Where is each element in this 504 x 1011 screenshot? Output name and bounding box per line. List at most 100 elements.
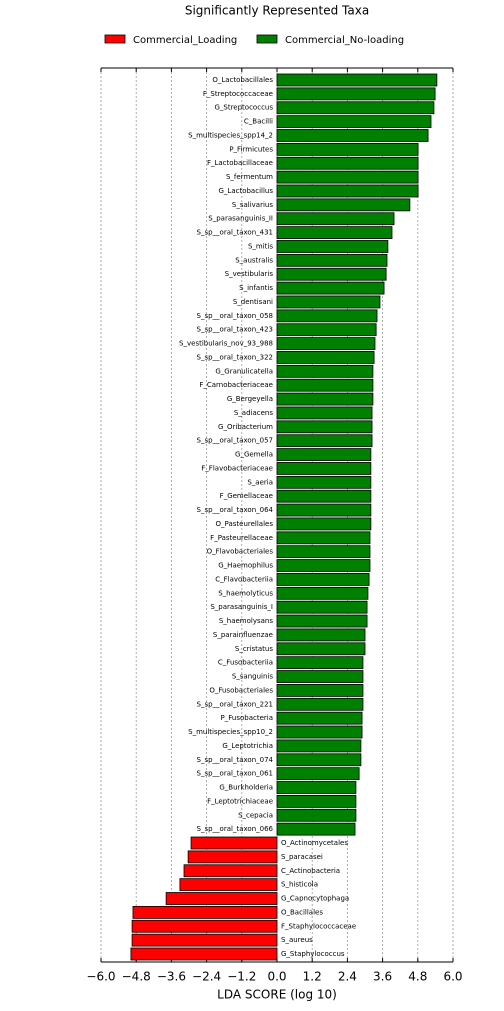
category-label: O_Pasteurellales <box>216 520 274 528</box>
bar <box>276 684 364 697</box>
category-label: S_multispecies_spp14_2 <box>188 131 273 139</box>
bar <box>276 559 371 572</box>
category-label: S_aeria <box>247 478 273 486</box>
category-label: S_mitis <box>248 242 273 250</box>
bar <box>276 670 364 683</box>
bar <box>276 794 357 808</box>
bar <box>276 475 372 489</box>
x-tick-label: 1.2 <box>303 970 322 984</box>
bar <box>183 864 278 878</box>
bar <box>276 822 356 836</box>
category-label: F_Leptotrichiaceae <box>207 797 273 805</box>
x-tick-label: −6.0 <box>86 970 115 984</box>
bar <box>276 226 393 240</box>
bar <box>276 628 366 642</box>
bar <box>276 767 360 781</box>
category-label: C_Fusobacteriia <box>218 659 273 667</box>
category-label: S_sp__oral_taxon_074 <box>197 756 274 764</box>
category-label: G_Bergeyella <box>227 395 273 403</box>
category-label: P_Fusobacteria <box>221 714 273 722</box>
bar <box>276 198 411 212</box>
category-label: F_Carnobacteriaceae <box>199 381 273 389</box>
bar <box>276 281 385 295</box>
category-label: S_sp__oral_taxon_431 <box>197 229 273 237</box>
bar <box>179 878 278 892</box>
bar <box>132 905 278 919</box>
bar <box>276 378 374 392</box>
category-label: G_Streptococcus <box>214 104 273 112</box>
x-tick-label: −2.4 <box>192 970 221 984</box>
category-label: O_Actinomycetales <box>281 839 348 847</box>
bar <box>276 240 389 253</box>
legend-label: Commercial_No-loading <box>285 35 404 46</box>
category-label: G_Haemophilus <box>218 562 273 570</box>
category-label: S_aureus <box>281 936 313 944</box>
category-label: S_sp__oral_taxon_066 <box>197 825 274 833</box>
category-label: S_sanguinis <box>232 673 274 681</box>
category-label: S_cepacia <box>238 811 273 819</box>
category-label: C_Flavobacteriia <box>215 575 273 583</box>
bar <box>276 434 373 448</box>
category-label: G_Staphylococcus <box>281 950 345 958</box>
category-label: S_fermentum <box>226 173 273 181</box>
bar <box>276 184 419 198</box>
bar <box>276 364 374 378</box>
category-label: S_sp__oral_taxon_423 <box>197 326 273 334</box>
category-label: G_Capnocytophaga <box>281 895 349 903</box>
category-label: S_vestibularis_nov_93_988 <box>179 340 273 348</box>
category-label: S_australis <box>235 256 273 264</box>
bar <box>276 142 419 156</box>
bar <box>276 351 375 364</box>
bar <box>276 697 364 711</box>
category-label: S_multispecies_spp10_2 <box>188 728 273 736</box>
category-label: C_Bacilli <box>244 118 273 126</box>
legend-label: Commercial_Loading <box>133 35 237 46</box>
bar <box>276 531 371 545</box>
bar <box>276 101 435 115</box>
bar <box>276 392 374 406</box>
category-label: F_Pasteurellaceae <box>210 534 273 542</box>
bar <box>165 892 278 905</box>
category-label: O_Fusobacteriales <box>209 686 273 694</box>
bar <box>276 462 372 475</box>
bar <box>276 614 368 628</box>
category-label: F_Flavobacteriaceae <box>201 464 273 472</box>
category-label: G_Leptotrichia <box>222 742 273 750</box>
bar <box>276 517 372 531</box>
category-label: S_sp__oral_taxon_057 <box>197 437 273 445</box>
bar <box>276 295 381 309</box>
category-label: S_salivarius <box>232 201 273 209</box>
bar <box>276 309 378 323</box>
category-label: O_Flavobacteriales <box>207 548 274 556</box>
category-label: S_haemolysans <box>219 617 274 625</box>
bar <box>276 489 372 503</box>
category-label: S_parasanguinis_I <box>210 603 273 611</box>
x-tick-label: 0.0 <box>267 970 286 984</box>
category-label: S_paracasei <box>281 853 323 861</box>
bar <box>276 448 372 461</box>
bar <box>276 115 432 129</box>
bar <box>131 933 278 947</box>
x-tick-label: −1.2 <box>227 970 256 984</box>
bar <box>276 808 357 822</box>
category-label: S_sp__oral_taxon_221 <box>197 700 273 708</box>
category-label: S_parainfluenzae <box>213 631 273 639</box>
category-label: O_Lactobacillales <box>212 76 273 84</box>
category-label: G_Lactobacillus <box>219 187 274 195</box>
category-label: P_Firmicutes <box>229 145 273 153</box>
category-label: G_Oribacterium <box>218 423 273 431</box>
bar <box>276 781 357 794</box>
bar <box>276 753 362 767</box>
category-label: O_Bacillales <box>281 908 323 916</box>
bar <box>276 642 366 656</box>
legend-swatch <box>256 34 278 44</box>
bar <box>130 947 278 961</box>
category-label: G_Burkholderia <box>219 784 273 792</box>
category-label: G_Granulicatella <box>215 367 273 375</box>
bar <box>190 836 278 850</box>
category-label: S_adiacens <box>234 409 274 417</box>
x-tick-label: −3.6 <box>157 970 186 984</box>
category-label: S_sp__oral_taxon_322 <box>197 353 273 361</box>
bar <box>276 725 363 739</box>
